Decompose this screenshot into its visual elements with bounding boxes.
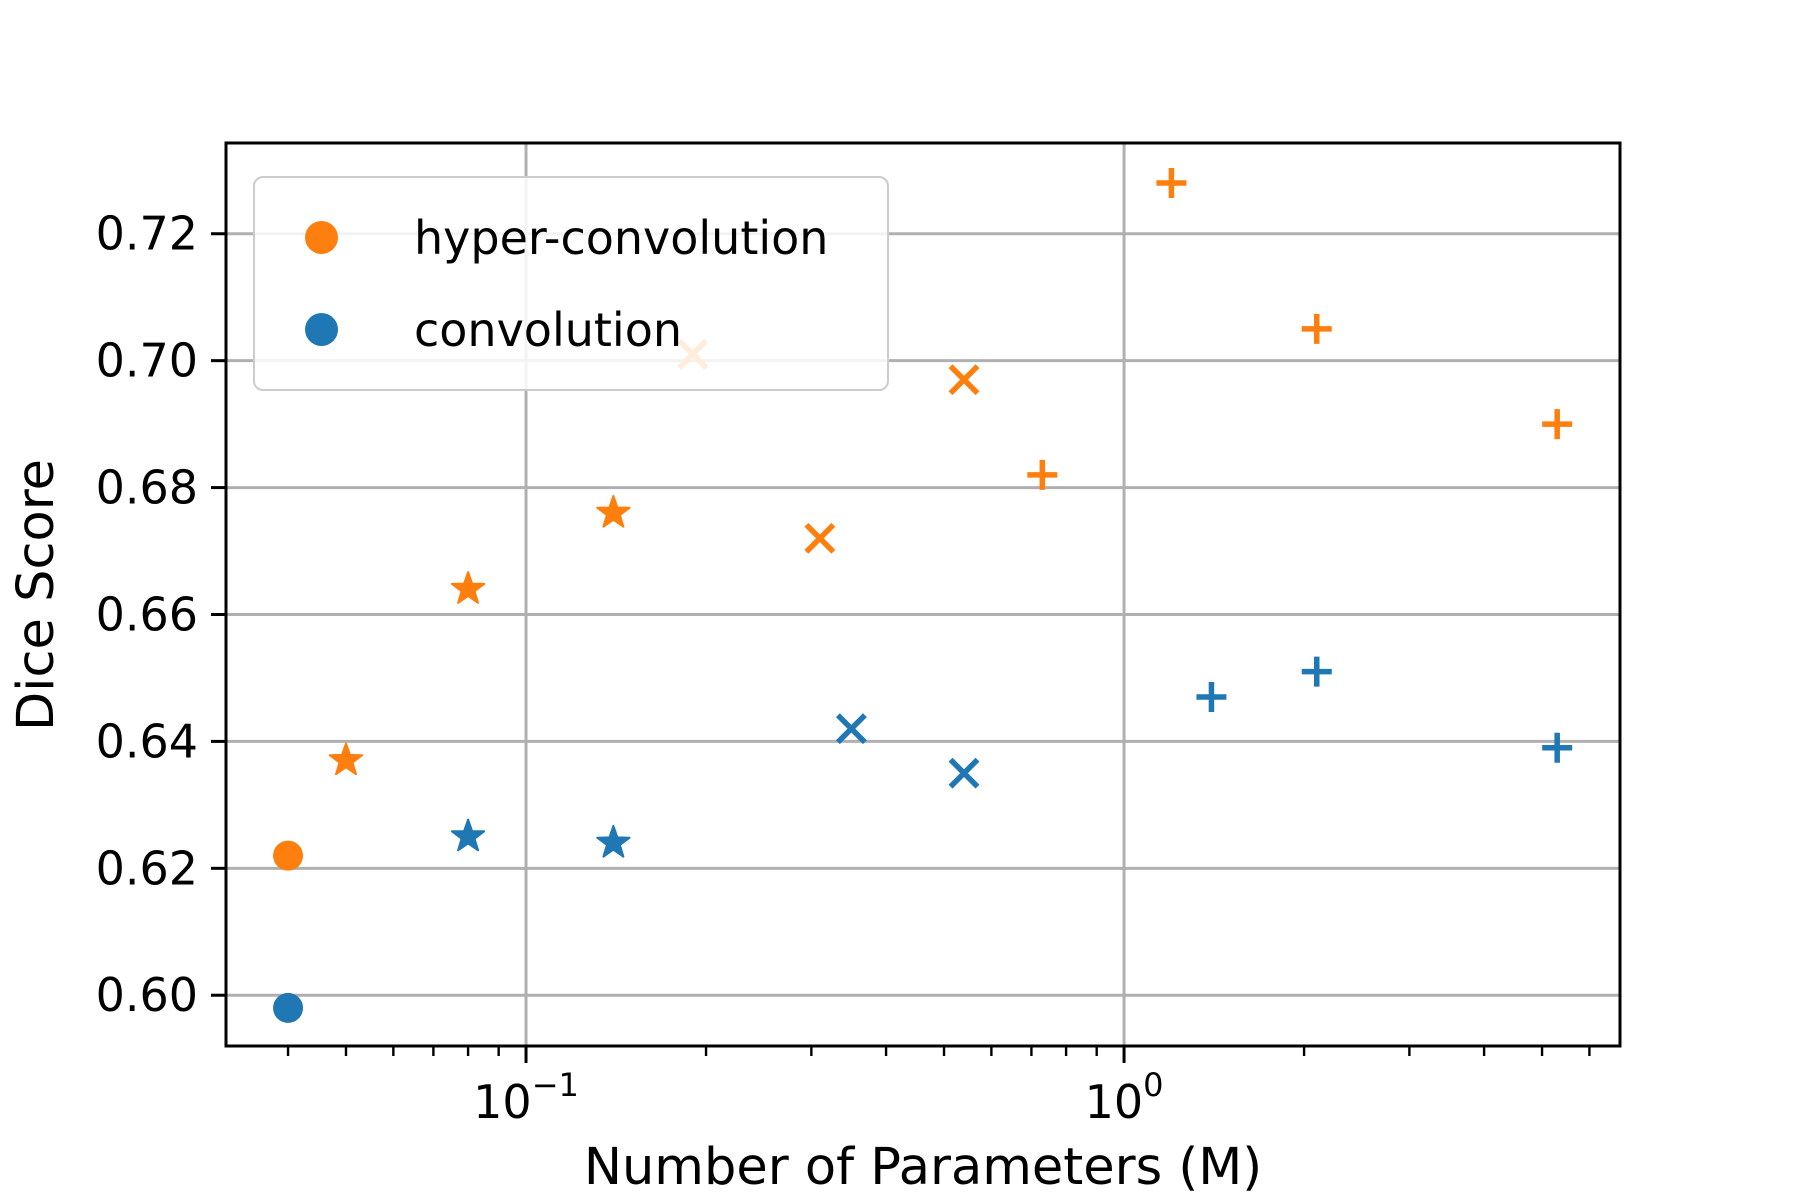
- point-hyper-convolution-plus: [1301, 313, 1332, 344]
- y-tick-label: 0.70: [96, 334, 198, 388]
- legend-marker-circle: [305, 313, 338, 346]
- y-tick-label: 0.60: [96, 968, 198, 1022]
- point-convolution-plus: [1542, 732, 1573, 763]
- point-convolution-plus: [1301, 656, 1332, 687]
- point-hyper-convolution-circle: [273, 840, 304, 871]
- point-hyper-convolution-plus: [1156, 167, 1187, 198]
- point-convolution-x: [835, 713, 867, 745]
- tick-labels: 0.60 0.62 0.64 0.66 0.68 0.70 0.72 10−1 100: [96, 207, 1164, 1129]
- axis-ticks: [211, 232, 1591, 1063]
- x-tick-label: 100: [1085, 1066, 1164, 1129]
- point-hyper-convolution-plus: [1027, 459, 1058, 490]
- legend-item-hyper-convolution: hyper-convolution: [305, 203, 887, 273]
- point-hyper-convolution-plus: [1542, 409, 1573, 440]
- point-convolution-star: [450, 818, 486, 852]
- legend: hyper-convolution convolution: [253, 176, 889, 391]
- point-convolution-x: [948, 757, 980, 789]
- y-tick-label: 0.66: [96, 587, 198, 641]
- y-tick-label: 0.64: [96, 714, 198, 768]
- point-convolution-star: [596, 824, 631, 858]
- point-hyper-convolution-star: [328, 742, 364, 776]
- y-tick-label: 0.62: [96, 841, 198, 895]
- x-axis-label: Number of Parameters (M): [583, 1138, 1263, 1197]
- point-hyper-convolution-x: [804, 522, 836, 554]
- legend-label: convolution: [414, 302, 683, 357]
- y-axis-label: Dice Score: [7, 459, 66, 731]
- legend-marker-circle: [305, 221, 338, 254]
- x-tick-label: 10−1: [473, 1066, 579, 1129]
- legend-item-convolution: convolution: [305, 295, 887, 365]
- point-convolution-plus: [1196, 681, 1227, 712]
- legend-label: hyper-convolution: [414, 210, 829, 265]
- point-hyper-convolution-star: [596, 495, 631, 528]
- y-tick-label: 0.72: [96, 207, 198, 261]
- point-hyper-convolution-star: [450, 571, 486, 604]
- plot-border: [224, 141, 1622, 1048]
- point-convolution-circle: [273, 992, 304, 1023]
- point-hyper-convolution-x: [948, 364, 980, 396]
- y-tick-label: 0.68: [96, 461, 198, 515]
- axes-spines: [224, 141, 1622, 1048]
